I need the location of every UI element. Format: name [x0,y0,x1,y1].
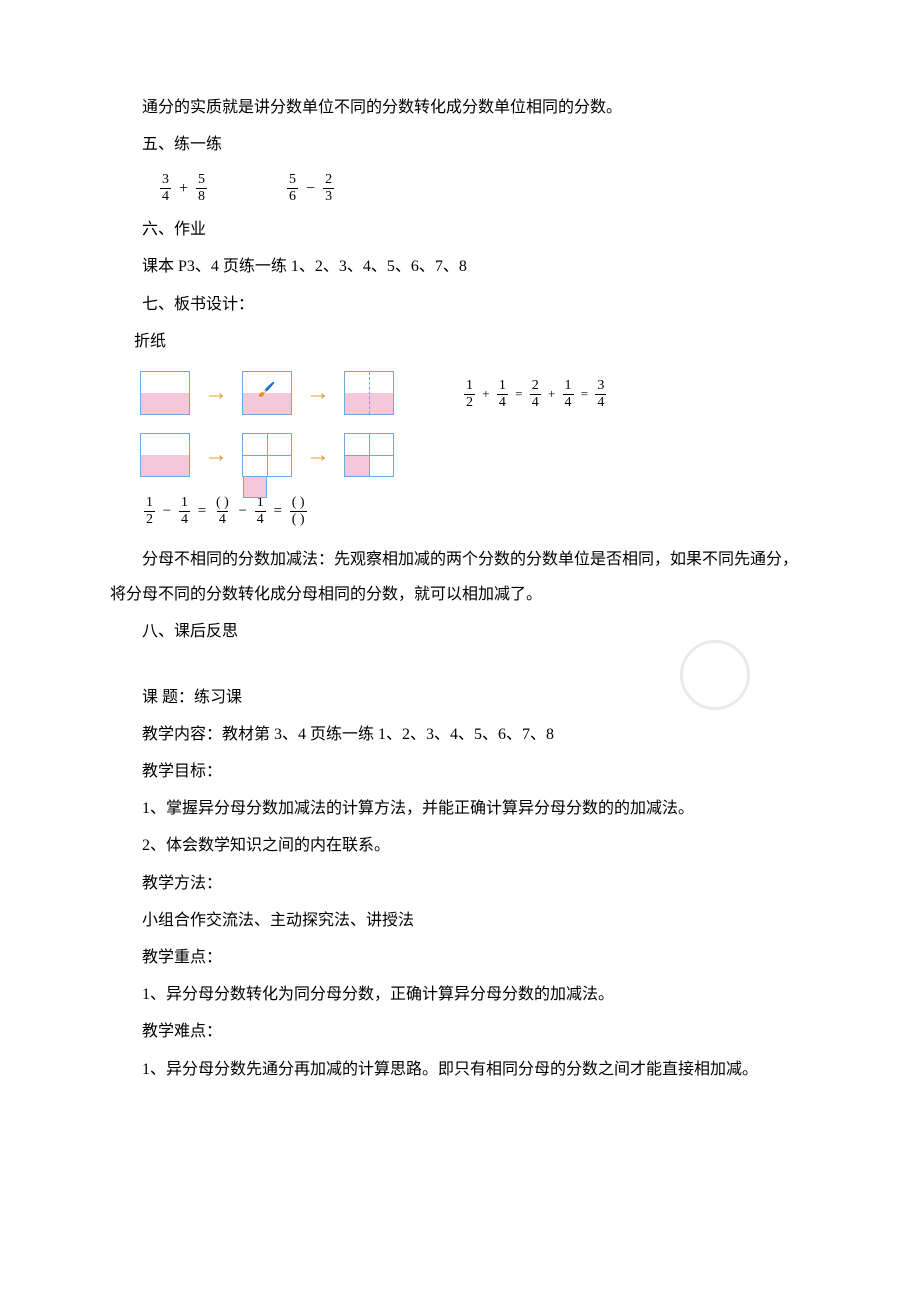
expression-2: 56 − 23 [287,170,334,206]
heading-difficulty: 教学难点： [110,1014,810,1049]
arrow-icon: → [204,381,228,405]
fold-box-split [344,371,394,415]
heading-methods: 教学方法： [110,866,810,901]
fold-box [140,433,190,477]
equation-addition: 12 + 14 = 24 + 14 = 34 [464,371,606,410]
exercise-expressions: 34 + 58 56 − 23 [110,164,810,212]
fold-box-result [344,433,394,477]
objective-2: 2、体会数学知识之间的内在联系。 [110,828,810,863]
arrow-icon: → [306,381,330,405]
arrow-icon: → [306,443,330,467]
key-point-1: 1、异分母分数转化为同分母分数，正确计算异分母分数的加减法。 [110,977,810,1012]
paragraph: 通分的实质就是讲分数单位不同的分数转化成分数单位相同的分数。 [110,90,810,125]
fold-box-quarters [242,433,292,477]
objective-1: 1、掌握异分母分数加减法的计算方法，并能正确计算异分母分数的的加减法。 [110,791,810,826]
paragraph: 课本 P3、4 页练一练 1、2、3、4、5、6、7、8 [110,249,810,284]
lesson-content: 教学内容：教材第 3、4 页练一练 1、2、3、4、5、6、7、8 [110,717,810,752]
equation-subtraction: 12 − 14 = ( )4 − 14 = ( )( ) [140,495,394,528]
fold-box-glue: 🖌️ [242,371,292,415]
heading-section-5: 五、练一练 [110,127,810,162]
heading-objectives: 教学目标： [110,754,810,789]
fold-box [140,371,190,415]
diagram-row-addition: → 🖌️ → [140,371,394,415]
paragraph-summary: 分母不相同的分数加减法：先观察相加减的两个分数的分数单位是否相同，如果不同先通分… [110,542,810,612]
heading-section-7: 七、板书设计： [110,287,810,322]
diagram-row-subtraction: → → [140,433,394,477]
paper-fold-diagram: → 🖌️ → → → 12 [110,361,810,542]
methods-text: 小组合作交流法、主动探究法、讲授法 [110,903,810,938]
arrow-icon: → [204,443,228,467]
heading-section-8: 八、课后反思 [110,614,810,649]
difficulty-1: 1、异分母分数先通分再加减的计算思路。即只有相同分母的分数之间才能直接相加减。 [110,1052,810,1087]
lesson-title: 课 题：练习课 [110,680,810,715]
heading-key-point: 教学重点： [110,940,810,975]
expression-1: 34 + 58 [160,170,207,206]
subheading-paper-fold: 折纸 [110,324,810,359]
heading-section-6: 六、作业 [110,212,810,247]
spacer [110,652,810,680]
document-page: 通分的实质就是讲分数单位不同的分数转化成分数单位相同的分数。 五、练一练 34 … [0,0,920,1169]
